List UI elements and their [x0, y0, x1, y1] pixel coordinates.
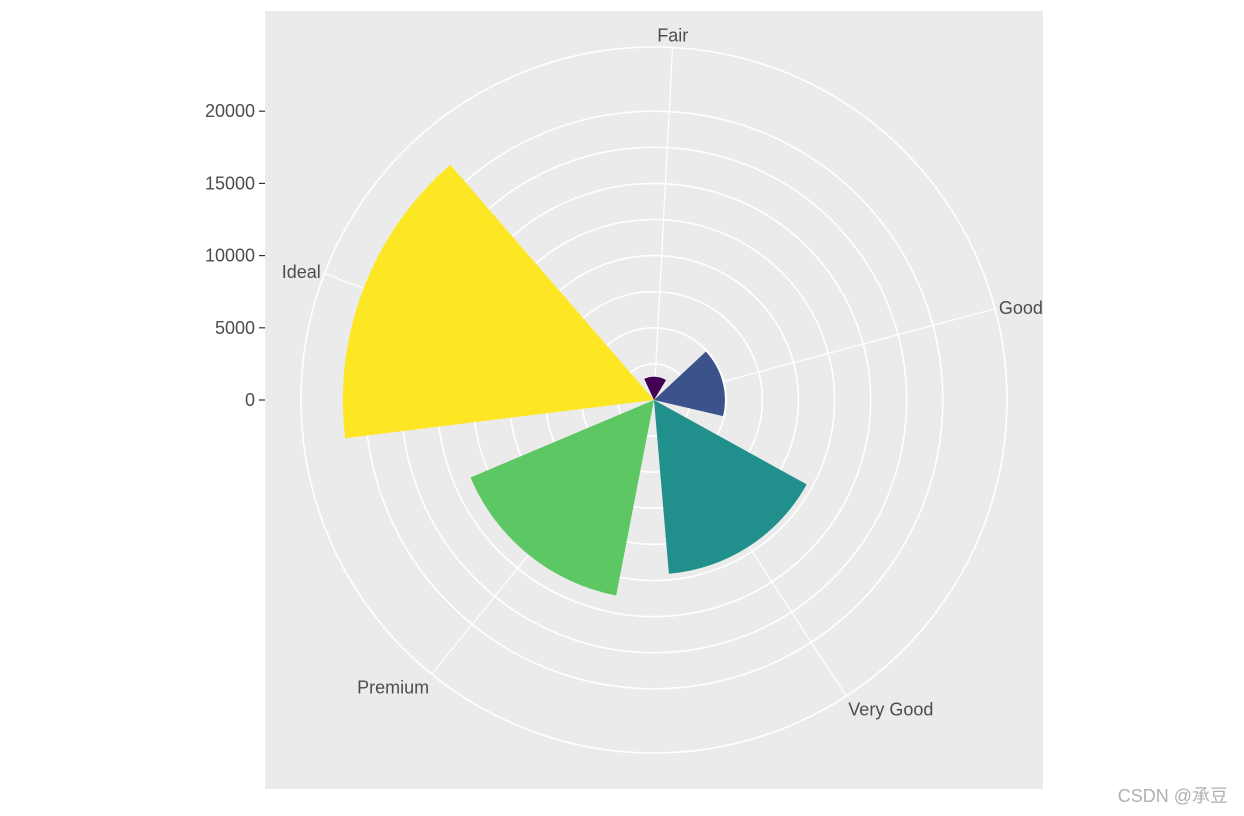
category-label-premium: Premium [357, 677, 429, 697]
grid-spoke [653, 47, 674, 401]
wedge-very-good [654, 400, 807, 574]
wedge-fair [644, 376, 666, 400]
radial-tick-label: 0 [245, 390, 255, 410]
bar-layer [342, 164, 807, 596]
radial-tick-label: 5000 [215, 318, 255, 338]
category-labels: Fair Good Very Good Premium Ideal [282, 26, 1043, 720]
radial-tick-label: 15000 [205, 173, 255, 193]
radial-tick-label: 20000 [205, 101, 255, 121]
category-label-very-good: Very Good [848, 700, 933, 720]
wedge-ideal [342, 164, 654, 439]
category-label-fair: Fair [657, 26, 688, 46]
category-label-ideal: Ideal [282, 262, 321, 282]
grid-circle [300, 46, 1008, 754]
wedge-premium [470, 400, 654, 596]
radial-axis: 0 5000 10000 15000 20000 [205, 101, 265, 410]
wedge-good [654, 351, 725, 417]
radial-tick-label: 10000 [205, 246, 255, 266]
category-label-good: Good [999, 298, 1043, 318]
watermark: CSDN @承豆 [1117, 786, 1228, 806]
